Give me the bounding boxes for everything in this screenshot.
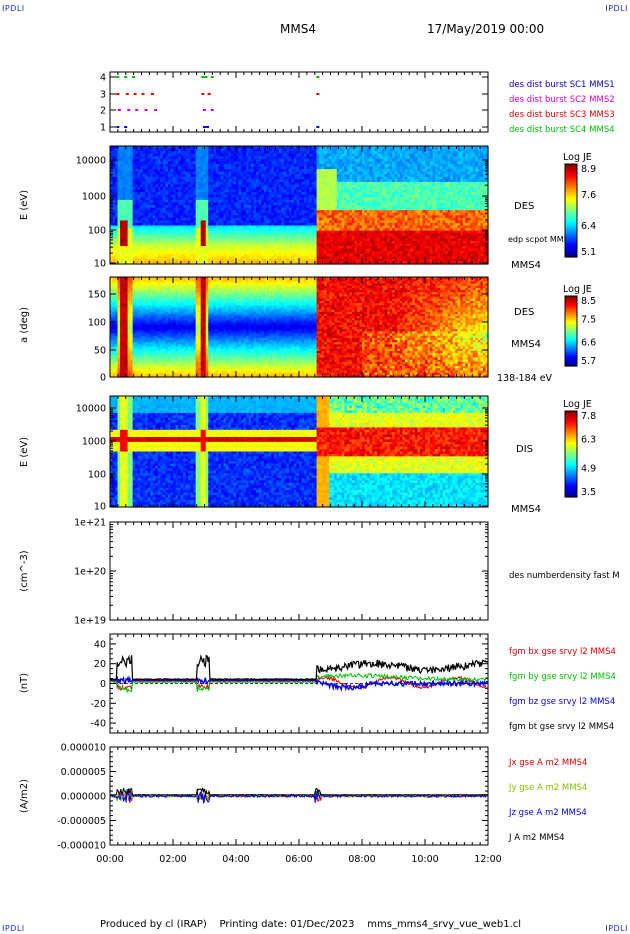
burst-marker	[124, 126, 127, 128]
burst-marker	[201, 93, 204, 95]
burst-marker	[316, 93, 319, 95]
burst-marker	[132, 76, 135, 78]
burst-marker	[208, 93, 211, 95]
burst-legend-entry: des dist burst SC3 MMS3	[509, 110, 615, 120]
burst-marker	[211, 76, 214, 78]
burst-marker	[206, 126, 209, 128]
y-tick-label: 4	[100, 73, 106, 84]
burst-marker	[142, 93, 145, 95]
burst-legend-entry: des dist burst SC2 MMS2	[509, 95, 615, 105]
burst-legend-entry: des dist burst SC1 MMS1	[509, 80, 615, 90]
y-tick-label: 3	[100, 90, 106, 101]
burst-marker	[201, 76, 204, 78]
burst-marker	[151, 93, 154, 95]
burst-marker	[127, 109, 130, 111]
burst-panel-frame	[110, 72, 488, 132]
burst-marker	[126, 93, 129, 95]
burst-legend-entry: des dist burst SC4 MMS4	[509, 125, 615, 135]
y-tick-label: 1	[100, 123, 106, 134]
burst-marker	[145, 109, 148, 111]
burst-marker	[203, 126, 206, 128]
burst-marker	[211, 109, 214, 111]
y-tick-label: 2	[100, 106, 106, 117]
burst-marker	[116, 126, 119, 128]
burst-marker	[316, 76, 319, 78]
burst-marker	[203, 109, 206, 111]
burst-marker	[134, 93, 137, 95]
burst-marker	[116, 76, 119, 78]
burst-marker	[124, 76, 127, 78]
burst-marker	[316, 126, 319, 128]
burst-marker	[116, 93, 119, 95]
burst-marker	[205, 76, 208, 78]
burst-marker	[135, 109, 138, 111]
burst-marker	[154, 109, 157, 111]
burst-marker	[118, 109, 121, 111]
